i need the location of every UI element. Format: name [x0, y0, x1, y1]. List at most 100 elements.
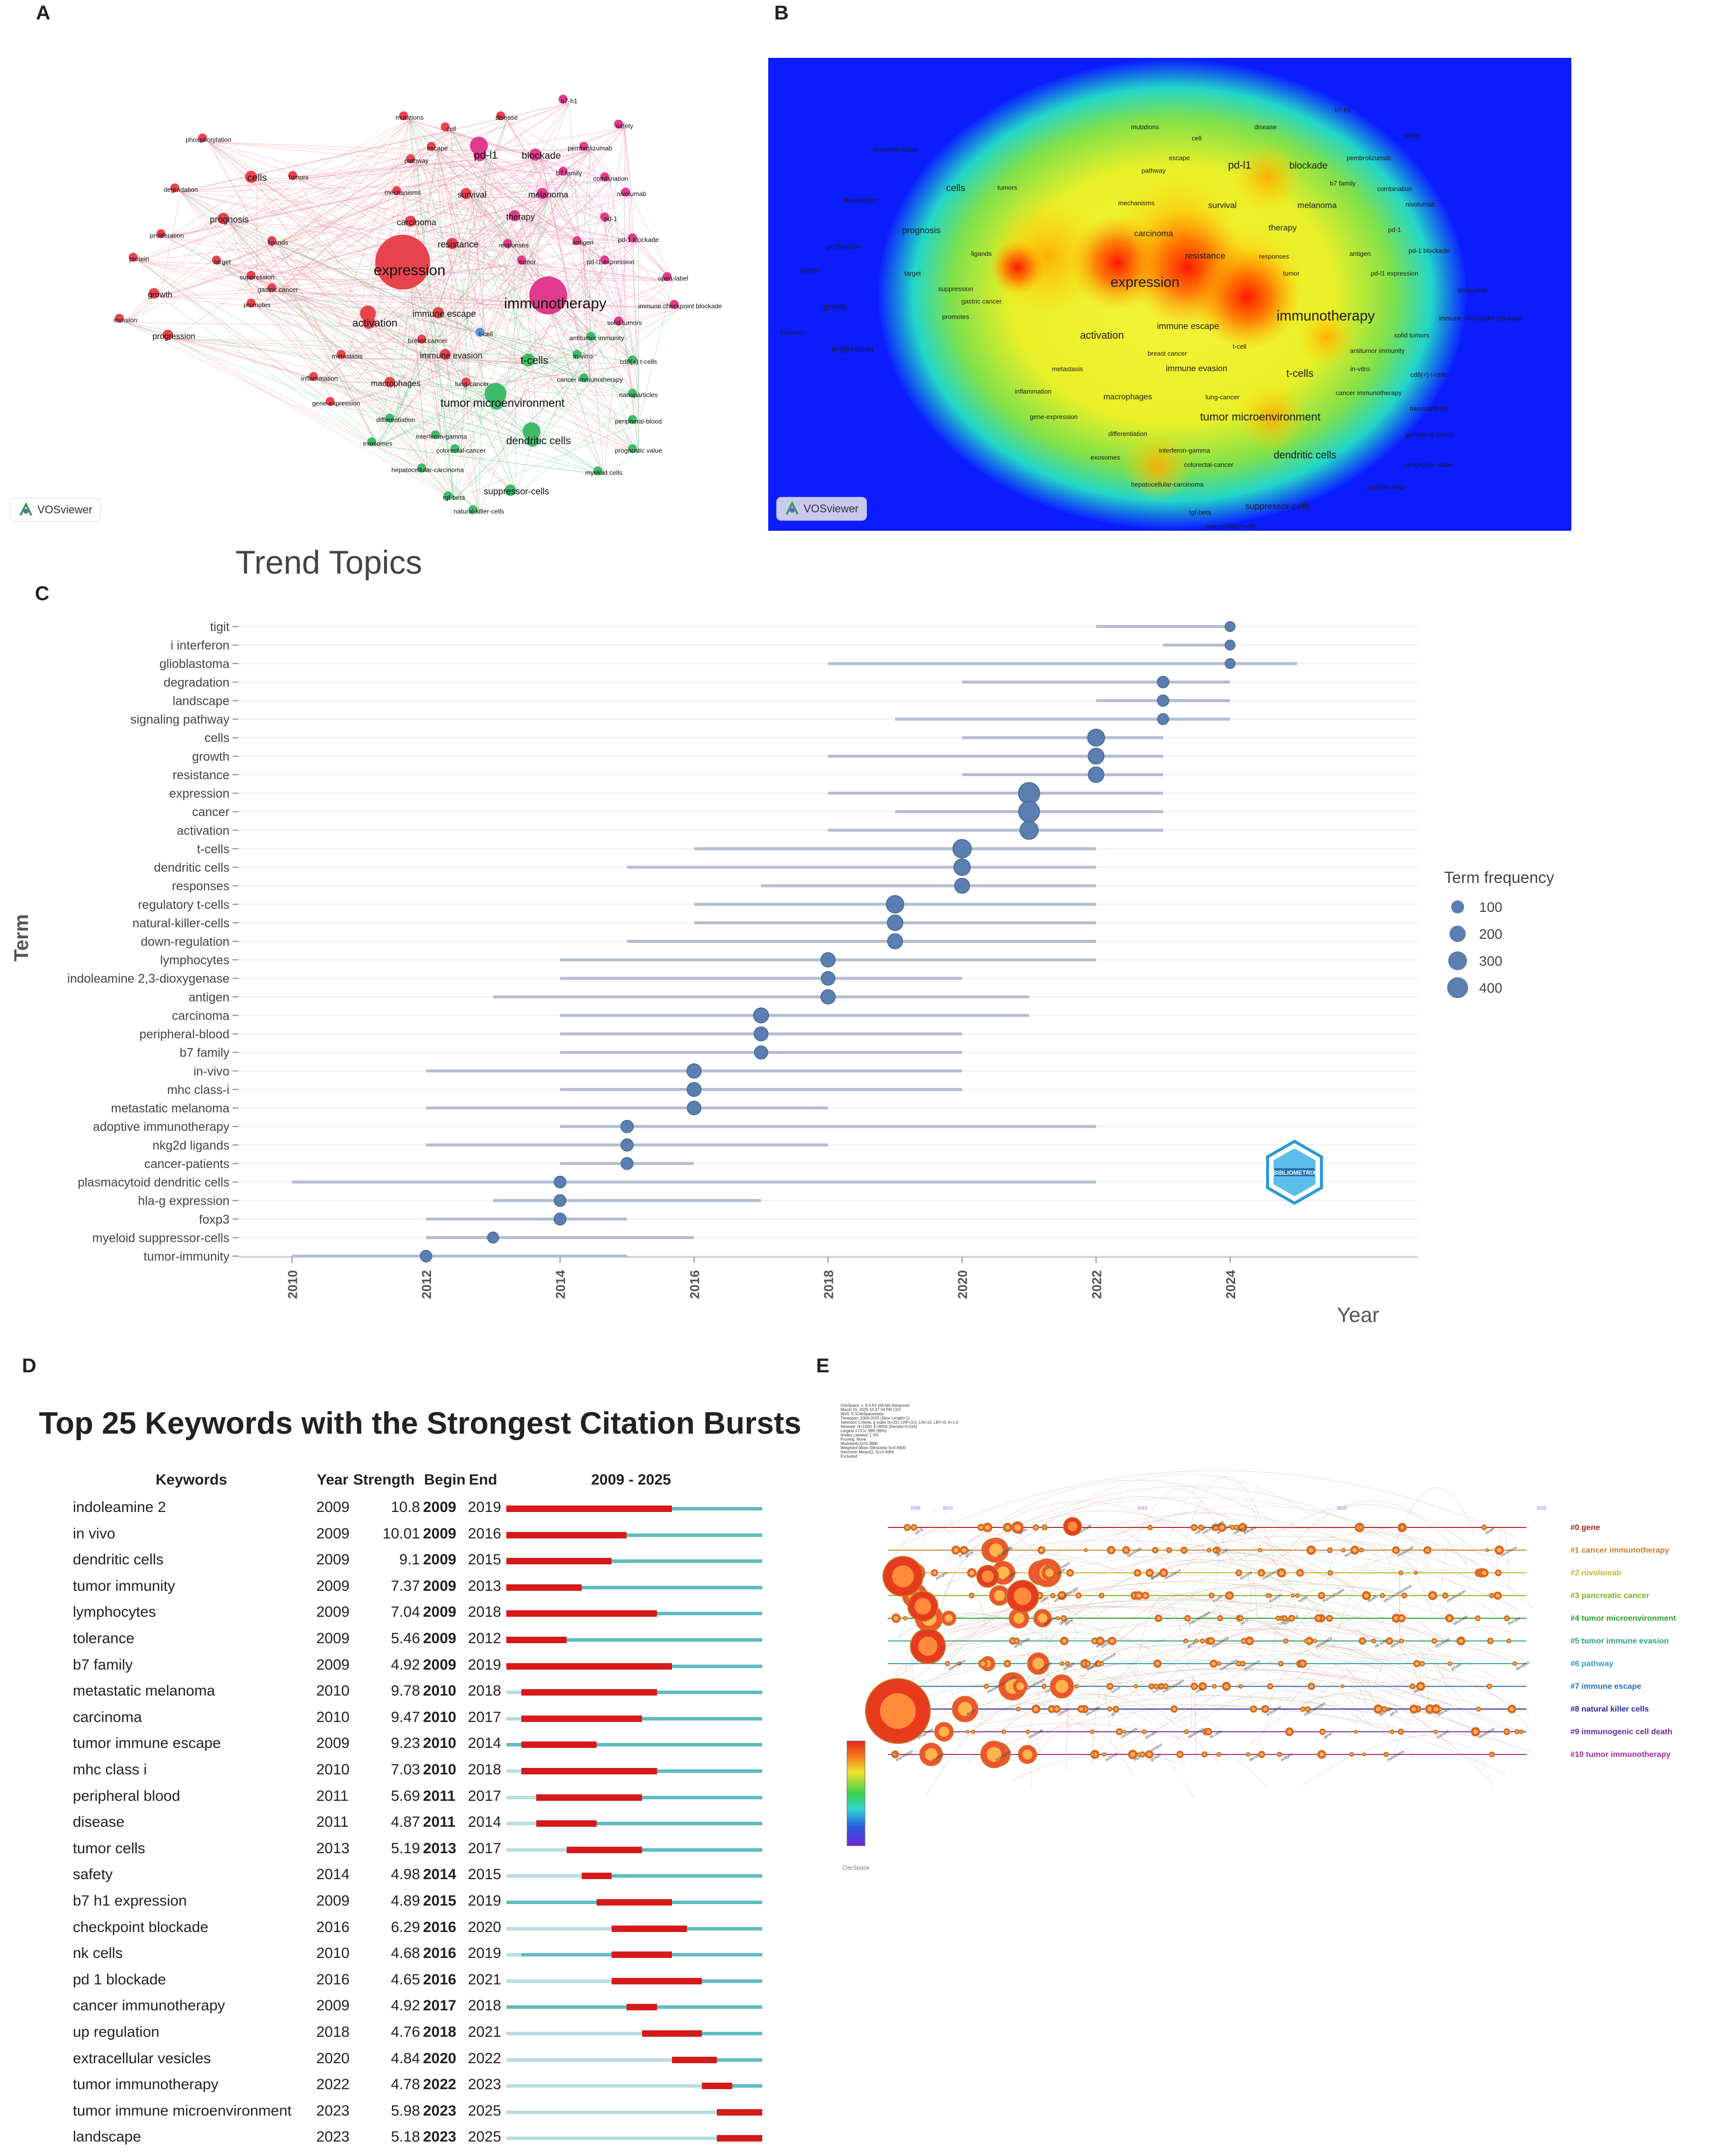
network-link [427, 120, 507, 472]
citespace-arc [1134, 1597, 1190, 1675]
network-link [167, 237, 556, 309]
network-term-label: cancer immunotherapy [557, 376, 623, 384]
density-term-label: colorectal-cancer [1184, 461, 1234, 468]
network-term-label: progression [153, 332, 196, 341]
term-point [753, 1026, 769, 1042]
network-link [208, 142, 403, 195]
term-point [820, 952, 836, 968]
network-link [472, 363, 639, 387]
network-link [229, 222, 278, 292]
network-node: progression [153, 329, 196, 341]
citespace-node [1456, 1636, 1466, 1646]
citespace-node: growth [1145, 1750, 1162, 1762]
citespace-arc [1283, 1661, 1426, 1712]
citespace-node [903, 1523, 911, 1531]
citespace-node [1245, 1636, 1254, 1646]
burst-end: 2014 [468, 1735, 501, 1752]
burst-active-segment [506, 1559, 762, 1563]
citespace-arc [917, 1680, 1480, 1730]
network-link [319, 380, 604, 475]
legend-label: 200 [1479, 926, 1503, 942]
density-term-label: degradation [844, 197, 878, 204]
citespace-node [1471, 1727, 1481, 1736]
network-link [139, 261, 375, 327]
network-link [538, 358, 584, 444]
network-link [229, 222, 639, 242]
burst-begin: 2020 [423, 2050, 456, 2067]
network-link [139, 261, 278, 292]
citespace-arc [935, 1626, 1041, 1686]
network-term-label: colorectal-cancer [436, 446, 486, 454]
citespace-node [1013, 1637, 1020, 1645]
citespace-node [1133, 1684, 1138, 1689]
density-term-label: therapy [1269, 223, 1297, 232]
panel-letter-a: A [36, 2, 50, 24]
network-node: pathway [405, 154, 429, 164]
citespace-arc [1105, 1511, 1299, 1567]
network-term-label: growth [148, 290, 172, 299]
network-node: blockade [522, 148, 561, 161]
density-term-label: survival [1208, 201, 1237, 210]
burst-year: 2010 [316, 1709, 350, 1725]
burst-row: tumor immunotherapy 2022 4.78 2022 2023 [0, 2076, 808, 2102]
vosviewer-logo-icon [786, 501, 799, 515]
network-term-label: t-cells [520, 354, 548, 366]
network-link [257, 279, 503, 408]
citespace-node-label: dendritic [1515, 1660, 1530, 1672]
network-link [416, 128, 625, 163]
term-point [754, 1045, 768, 1060]
burst-end: 2019 [468, 1893, 501, 1909]
network-node: resistance [437, 237, 478, 249]
citespace-node [1089, 1729, 1094, 1734]
citespace-node [1489, 1593, 1495, 1598]
network-link [409, 119, 517, 494]
density-term-label: expression [1110, 274, 1179, 290]
network-term-label: dendritic cells [506, 435, 571, 447]
burst-year: 2016 [316, 1919, 350, 1936]
density-term-label: myeloid cells [1367, 483, 1405, 491]
network-link [277, 244, 378, 446]
density-term-label: in-vitro [1350, 365, 1370, 373]
network-term-label: gastric cancer [258, 286, 299, 293]
network-term-label: tumor [519, 258, 536, 265]
burst-begin: 2023 [423, 2129, 456, 2146]
citespace-arc [1496, 1526, 1510, 1590]
citespace-node [1296, 1569, 1304, 1577]
burst-active-segment [506, 1743, 762, 1747]
network-link [513, 247, 517, 494]
network-link [277, 244, 458, 248]
citespace-node [1009, 1608, 1030, 1629]
network-link [541, 158, 584, 245]
burst-red-segment [597, 1899, 672, 1906]
burst-strength: 10.8 [391, 1499, 420, 1515]
network-link [319, 380, 442, 439]
citespace-arc [1190, 1675, 1197, 1761]
burst-red-segment [521, 1741, 597, 1748]
network-link [181, 192, 528, 264]
network-link [257, 279, 583, 359]
citespace-node: melanoma [1383, 1749, 1405, 1762]
network-hubs [360, 137, 567, 440]
network-link [208, 142, 639, 453]
network-link [437, 150, 528, 264]
network-link [256, 162, 417, 280]
burst-begin: 2010 [423, 1683, 456, 1700]
burst-timeline-bar [506, 2084, 762, 2088]
network-link [416, 162, 639, 453]
citespace-node [969, 1592, 975, 1599]
network-link [256, 103, 570, 308]
network-link [256, 291, 278, 307]
citespace-node [1133, 1569, 1142, 1577]
citespace-node: nivolumab [1184, 1726, 1205, 1739]
citespace-arc [1012, 1753, 1187, 1781]
citespace-node [1278, 1661, 1284, 1667]
citespace-node [1506, 1638, 1511, 1644]
term-label: in-vivo [194, 1065, 229, 1078]
density-term-label: differentiation [1108, 430, 1147, 437]
network-node: mutations [396, 111, 424, 121]
network-link [410, 263, 528, 276]
network-hub-node [375, 234, 430, 290]
network-link [485, 158, 539, 444]
network-term-label: immune evasion [420, 350, 482, 360]
network-link [460, 197, 472, 453]
